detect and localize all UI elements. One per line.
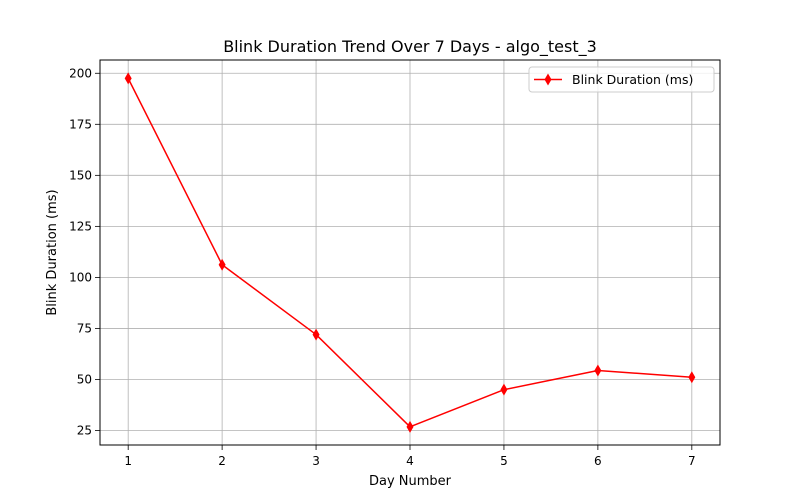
- x-tick-label: 3: [312, 454, 320, 468]
- y-axis-label: Blink Duration (ms): [45, 189, 60, 315]
- data-point-marker: [312, 328, 320, 341]
- x-tick-label: 5: [500, 454, 508, 468]
- data-point-marker: [406, 420, 414, 433]
- y-tick-label: 75: [77, 321, 92, 335]
- x-tick-label: 6: [594, 454, 602, 468]
- x-tick-label: 1: [124, 454, 132, 468]
- x-axis-label: Day Number: [369, 474, 452, 489]
- data-point-marker: [688, 371, 696, 384]
- x-axis-ticks: 1 2 3 4 5 6 7: [124, 445, 696, 468]
- y-tick-label: 175: [69, 117, 92, 131]
- data-point-marker: [218, 258, 226, 271]
- series-layer: [124, 72, 696, 433]
- y-tick-label: 25: [77, 424, 92, 438]
- y-tick-label: 200: [69, 66, 92, 80]
- x-tick-label: 2: [218, 454, 226, 468]
- y-axis-ticks: 25 50 75 100 125 150 175 200: [69, 66, 100, 438]
- y-tick-label: 125: [69, 219, 92, 233]
- legend: Blink Duration (ms): [528, 66, 715, 93]
- legend-label: Blink Duration (ms): [572, 72, 693, 87]
- axes-frame: [99, 59, 721, 446]
- data-point-marker: [594, 364, 602, 377]
- data-point-marker: [124, 72, 132, 85]
- y-tick-label: 100: [69, 270, 92, 284]
- y-tick-label: 150: [69, 168, 92, 182]
- x-tick-label: 4: [406, 454, 414, 468]
- chart-title: Blink Duration Trend Over 7 Days - algo_…: [223, 37, 597, 57]
- x-tick-label: 7: [688, 454, 696, 468]
- legend-box: [528, 66, 715, 93]
- y-tick-label: 50: [77, 372, 92, 386]
- legend-diamond-marker: [544, 73, 552, 86]
- grid-lines: [100, 60, 720, 445]
- data-point-marker: [500, 383, 508, 396]
